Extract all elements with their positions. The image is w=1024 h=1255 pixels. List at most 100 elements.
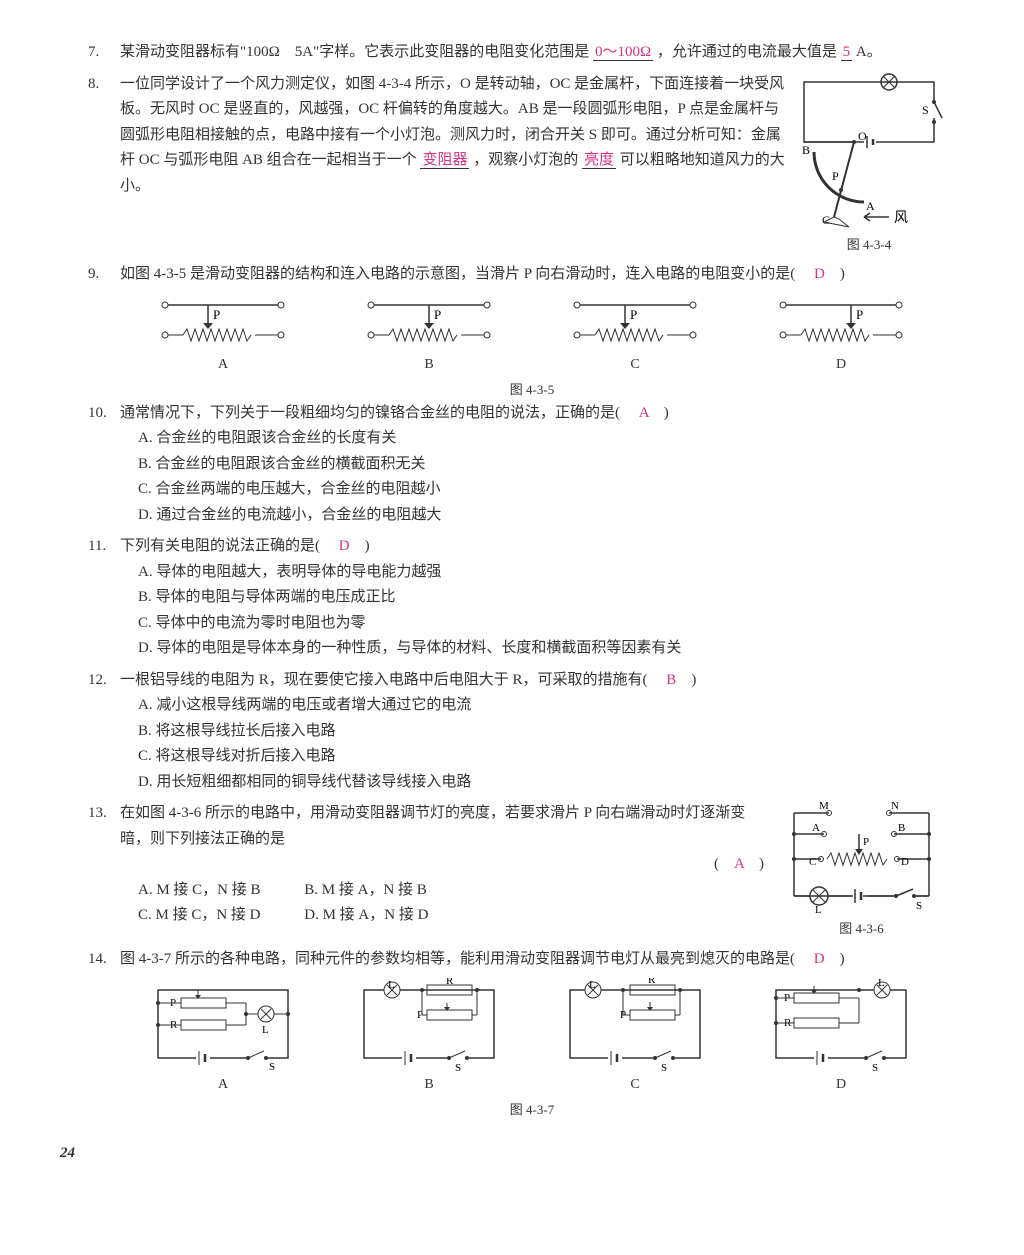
q12-opt-d: D. 用长短粗细都相同的铜导线代替该导线接入电路 xyxy=(138,770,944,796)
fig437-B: L R P S B xyxy=(352,978,507,1097)
q12-number: 12. xyxy=(88,668,107,694)
q9-close: ) xyxy=(840,266,845,282)
q13-opt-d: D. M 接 A，N 接 D xyxy=(304,903,428,929)
fig437-A-label: A xyxy=(146,1073,301,1097)
svg-text:D: D xyxy=(901,856,909,868)
q13-stem: 在如图 4-3-6 所示的电路中，用滑动变阻器调节灯的亮度，若要求滑片 P 向右… xyxy=(120,805,745,847)
q7-answer-2: 5 xyxy=(841,44,853,61)
q7-text-b: ，允许通过的电流最大值是 xyxy=(657,44,837,60)
q14-number: 14. xyxy=(88,947,107,973)
svg-text:L: L xyxy=(589,979,596,991)
q13-number: 13. xyxy=(88,801,107,827)
q14-answer: D xyxy=(814,951,825,967)
q13-answer: A xyxy=(734,856,744,872)
question-14: 14. 图 4-3-7 所示的各种电路，同种元件的参数均相等，能利用滑动变阻器调… xyxy=(120,947,944,973)
fig435-B: P B xyxy=(359,293,499,377)
svg-text:N: N xyxy=(891,801,899,812)
fig436-caption: 图 4-3-6 xyxy=(779,918,944,940)
q10-opt-c: C. 合金丝两端的电压越大，合金丝的电阻越小 xyxy=(138,477,944,503)
question-8: S B A O P C 风 图 4-3-4 8. 一位同学设计 xyxy=(120,72,944,256)
q11-opt-c: C. 导体中的电流为零时电阻也为零 xyxy=(138,611,944,637)
fig437-caption: 图 4-3-7 xyxy=(120,1099,944,1121)
q8-number: 8. xyxy=(88,72,99,98)
svg-text:P: P xyxy=(863,836,869,848)
q12-opt-c: C. 将这根导线对折后接入电路 xyxy=(138,744,944,770)
q11-opt-a: A. 导体的电阻越大，表明导体的导电能力越强 xyxy=(138,560,944,586)
svg-text:R: R xyxy=(648,978,656,986)
fig437-C-label: C xyxy=(558,1073,713,1097)
q10-answer: A xyxy=(639,405,649,421)
q11-answer: D xyxy=(339,538,350,554)
q9-answer: D xyxy=(814,266,825,282)
fig434-caption: 图 4-3-4 xyxy=(794,234,944,256)
svg-text:S: S xyxy=(872,1062,878,1073)
q9-body: 如图 4-3-5 是滑动变阻器的结构和连入电路的示意图，当滑片 P 向右滑动时，… xyxy=(120,266,845,282)
page-number: 24 xyxy=(60,1141,944,1167)
svg-text:P: P xyxy=(213,307,220,322)
q11-options: A. 导体的电阻越大，表明导体的导电能力越强 B. 导体的电阻与导体两端的电压成… xyxy=(120,560,944,662)
q7-number: 7. xyxy=(88,40,99,66)
fig435-C-label: C xyxy=(565,353,705,377)
q11-number: 11. xyxy=(88,534,106,560)
fig435-D: P D xyxy=(771,293,911,377)
question-13: M N A B C D P L xyxy=(120,801,944,940)
question-11: 11. 下列有关电阻的说法正确的是( D ) A. 导体的电阻越大，表明导体的导… xyxy=(120,534,944,662)
fig434-label-P: P xyxy=(832,169,839,183)
q10-options: A. 合金丝的电阻跟该合金丝的长度有关 B. 合金丝的电阻跟该合金丝的横截面积无… xyxy=(120,426,944,528)
fig434-label-S: S xyxy=(922,103,929,117)
fig435-D-label: D xyxy=(771,353,911,377)
fig437-C: L R P S C xyxy=(558,978,713,1097)
q7-body: 某滑动变阻器标有"100Ω 5A"字样。它表示此变阻器的电阻变化范围是 0～10… xyxy=(120,44,882,61)
fig434-label-B: B xyxy=(802,143,810,157)
q13-opt-c: C. M 接 C，N 接 D xyxy=(138,903,261,929)
svg-text:S: S xyxy=(455,1062,461,1073)
q10-opt-d: D. 通过合金丝的电流越小，合金丝的电阻越大 xyxy=(138,503,944,529)
svg-text:S: S xyxy=(916,900,922,912)
fig435-A: P A xyxy=(153,293,293,377)
q13-opt-a: A. M 接 C，N 接 B xyxy=(138,878,261,904)
q8-body: 一位同学设计了一个风力测定仪，如图 4-3-4 所示，O 是转动轴，OC 是金属… xyxy=(120,76,785,194)
q11-opt-d: D. 导体的电阻是导体本身的一种性质，与导体的材料、长度和横截面积等因素有关 xyxy=(138,636,944,662)
svg-text:S: S xyxy=(269,1061,275,1073)
question-9: 9. 如图 4-3-5 是滑动变阻器的结构和连入电路的示意图，当滑片 P 向右滑… xyxy=(120,262,944,288)
q8-answer-2: 亮度 xyxy=(582,152,616,169)
q12-options: A. 减小这根导线两端的电压或者增大通过它的电流 B. 将这根导线拉长后接入电路… xyxy=(120,693,944,795)
figure-4-3-7-row: P R L S A L R xyxy=(120,978,944,1097)
q11-stem: 下列有关电阻的说法正确的是( D ) xyxy=(120,538,370,554)
svg-text:R: R xyxy=(446,978,454,987)
question-12: 12. 一根铝导线的电阻为 R，现在要使它接入电路中后电阻大于 R，可采取的措施… xyxy=(120,668,944,796)
q12-opt-b: B. 将这根导线拉长后接入电路 xyxy=(138,719,944,745)
svg-text:L: L xyxy=(262,1024,269,1036)
svg-text:L: L xyxy=(388,979,395,991)
fig434-label-O: O xyxy=(858,129,867,143)
figure-4-3-4: S B A O P C 风 图 4-3-4 xyxy=(794,72,944,256)
q7-answer-1: 0～100Ω xyxy=(593,44,653,61)
q8-mid: ，观察小灯泡的 xyxy=(473,152,578,168)
fig435-C: P C xyxy=(565,293,705,377)
q12-answer: B xyxy=(666,672,676,688)
q11-opt-b: B. 导体的电阻与导体两端的电压成正比 xyxy=(138,585,944,611)
fig437-D: P R L S D xyxy=(764,978,919,1097)
fig437-D-label: D xyxy=(764,1073,919,1097)
fig437-A: P R L S A xyxy=(146,978,301,1097)
fig437-B-label: B xyxy=(352,1073,507,1097)
svg-text:P: P xyxy=(434,307,441,322)
fig435-B-label: B xyxy=(359,353,499,377)
q13-opt-b: B. M 接 A，N 接 B xyxy=(304,878,427,904)
q7-text-a: 某滑动变阻器标有"100Ω 5A"字样。它表示此变阻器的电阻变化范围是 xyxy=(120,44,589,60)
svg-text:C: C xyxy=(809,856,816,868)
q14-stem: 图 4-3-7 所示的各种电路，同种元件的参数均相等，能利用滑动变阻器调节电灯从… xyxy=(120,951,845,967)
svg-text:P: P xyxy=(856,307,863,322)
q10-number: 10. xyxy=(88,401,107,427)
fig434-label-wind: 风 xyxy=(894,211,908,226)
question-7: 7. 某滑动变阻器标有"100Ω 5A"字样。它表示此变阻器的电阻变化范围是 0… xyxy=(120,40,944,66)
svg-text:S: S xyxy=(661,1062,667,1073)
svg-text:M: M xyxy=(819,801,829,812)
q9-number: 9. xyxy=(88,262,99,288)
q9-text: 如图 4-3-5 是滑动变阻器的结构和连入电路的示意图，当滑片 P 向右滑动时，… xyxy=(120,266,795,282)
q12-stem: 一根铝导线的电阻为 R，现在要使它接入电路中后电阻大于 R，可采取的措施有( B… xyxy=(120,672,696,688)
fig435-A-label: A xyxy=(153,353,293,377)
svg-text:B: B xyxy=(898,822,905,834)
q10-stem: 通常情况下，下列关于一段粗细均匀的镍铬合金丝的电阻的说法，正确的是( A ) xyxy=(120,405,669,421)
q7-text-c: A。 xyxy=(856,44,882,60)
